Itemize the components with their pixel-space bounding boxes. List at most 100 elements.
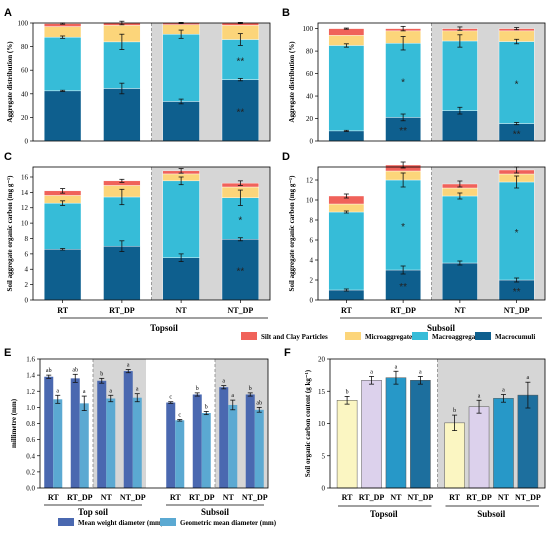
panel-d-ytick-label: 12: [306, 177, 314, 185]
panel-b-significance-mark: *: [515, 80, 519, 91]
panel-e-letter: b: [100, 371, 103, 377]
panel-f-xtick-label: RT_DP: [359, 493, 385, 502]
panel-c-bar-segment: [162, 180, 200, 258]
panel-c-xtick-label: RT_DP: [109, 306, 135, 315]
panel-b-ytick-label: 100: [303, 25, 314, 33]
panel-f-xtick-label: NT: [498, 493, 510, 502]
panel-b-bar-segment: [328, 28, 365, 36]
panel-b-bar-segment: [328, 130, 365, 142]
panel-d-ytick-label: 8: [310, 217, 314, 225]
panel-e-bar: [228, 404, 238, 488]
panel-e-bar: [97, 380, 107, 488]
panel-d-bar-segment: [442, 195, 478, 264]
panel-b-ytick-label: 40: [306, 93, 314, 101]
panel-d-xtick-label: RT: [341, 306, 352, 315]
panel-f-letter: b: [346, 389, 349, 395]
panel-b-significance-mark: *: [401, 77, 405, 88]
panel-f-ytick-label: 15: [318, 388, 326, 396]
panel-d-significance-mark: **: [513, 287, 521, 298]
panel-a-ytick-label: 60: [21, 67, 29, 75]
panel-label-f: F: [284, 347, 291, 359]
legend-swatch-macro: [412, 332, 428, 340]
panel-d-bar-segment: [385, 179, 421, 271]
panel-a-bar-segment: [221, 79, 259, 142]
panel-f-xtick-label: RT: [342, 493, 353, 502]
legend-label-mwd: Mean weight diameter (mm): [78, 519, 164, 527]
legend-swatch-gmd: [160, 518, 176, 526]
panel-c-plot-frame: [32, 166, 271, 301]
panel-a-ytick-label: 20: [21, 114, 29, 122]
panel-c-significance-mark: **: [236, 267, 244, 278]
panel-d-ytick-label: 4: [310, 257, 314, 265]
panel-e-letter: ab: [256, 400, 262, 406]
panel-a-bar-segment: [44, 90, 82, 142]
panel-e-letter: a: [231, 393, 234, 399]
panel-f-bar: [517, 394, 539, 489]
panel-e-ytick-label: 1.2: [26, 388, 35, 396]
panel-c-bar-segment: [103, 245, 141, 301]
panel-b-bar-segment: [442, 110, 478, 142]
panel-label-c: C: [4, 151, 12, 163]
panel-f-letter: a: [527, 375, 530, 381]
panel-e-ytick-label: 0.2: [26, 468, 35, 476]
panel-f-letter: a: [478, 393, 481, 399]
panel-a-bar-segment: [221, 39, 259, 80]
panel-e-panel: ab a RT ab a RT_DP b a NT a a NT_DP c c RT b b RT_DP a a NT b…: [10, 356, 269, 517]
panel-e-ytick-label: 1.0: [26, 404, 35, 412]
panel-f-bar: [493, 398, 514, 489]
panel-f-bar: [361, 380, 382, 489]
panel-f-letter: a: [395, 364, 398, 370]
panel-e-xtick-label: RT: [48, 493, 59, 502]
panel-b-significance-mark: **: [513, 129, 521, 140]
panel-f-bar: [444, 422, 465, 489]
panel-f-group-label: Topsoil: [370, 509, 398, 519]
panel-d-significance-mark: *: [401, 222, 405, 233]
panel-e-gap: [146, 359, 162, 488]
panel-c-ytick-label: 8: [25, 235, 29, 243]
panel-c-xtick-label: NT: [176, 306, 188, 315]
panel-a-ytick-label: 100: [18, 20, 29, 28]
panel-c-ylabel: Soil aggregate organic carbon (mg g⁻¹): [6, 175, 14, 292]
panel-f-panel: b RT a RT_DP a NT a NT_DP b RT a RT_DP a NT a NT_DP 0 5 10…: [304, 356, 546, 519]
panel-f-ytick-label: 0: [322, 485, 326, 493]
panel-f-letter: a: [502, 387, 505, 393]
panel-a-bar-segment: [162, 101, 200, 142]
e-legend: Mean weight diameter (mm) Geometric mean…: [58, 518, 277, 527]
panel-e-letter: a: [222, 379, 225, 385]
panel-e-letter: ab: [72, 367, 78, 373]
panel-b-ytick-label: 80: [306, 48, 314, 56]
panel-e-letter: a: [109, 388, 112, 394]
panel-d-ytick-label: 10: [306, 197, 314, 205]
legend-label-macrocumuli: Macrocumuli: [495, 333, 535, 341]
panel-f-letter: b: [453, 408, 456, 414]
panel-d-significance-mark: **: [399, 282, 407, 293]
legend-label-gmd: Geometric mean diameter (mm): [180, 519, 277, 527]
panel-b-bar-segment: [442, 40, 478, 111]
panel-d-ytick-label: 2: [310, 277, 314, 285]
panel-e-bar: [219, 387, 229, 488]
panel-e-xtick-label: NT: [101, 493, 113, 502]
panel-f-bar: [468, 406, 490, 489]
panel-e-bar: [192, 394, 202, 488]
panel-c-bar-segment: [44, 202, 82, 250]
panel-e-ytick-label: 1.6: [26, 356, 35, 364]
panel-e-xtick-label: NT: [223, 493, 235, 502]
panel-e-bar: [254, 409, 264, 488]
panel-e-bar: [166, 402, 176, 488]
panel-e-letter: b: [196, 386, 199, 392]
panel-a-bar-segment: [44, 36, 82, 92]
panel-c-significance-mark: *: [238, 216, 242, 227]
legend-label-macro: Macroaggregates: [432, 333, 484, 341]
legend-swatch-mwd: [58, 518, 74, 526]
panel-c-ytick-label: 12: [21, 204, 29, 212]
panel-d-xtick-label: RT_DP: [390, 306, 416, 315]
panel-e-ytick-label: 0.6: [26, 436, 35, 444]
panel-a-significance-mark: **: [236, 107, 244, 118]
panel-e-bar: [132, 397, 142, 488]
group-label-subsoil: Subsoil: [427, 323, 456, 333]
group-label-topsoil: Topsoil: [150, 323, 178, 333]
panel-label-a: A: [4, 7, 12, 19]
panel-f-xtick-label: NT: [390, 493, 402, 502]
